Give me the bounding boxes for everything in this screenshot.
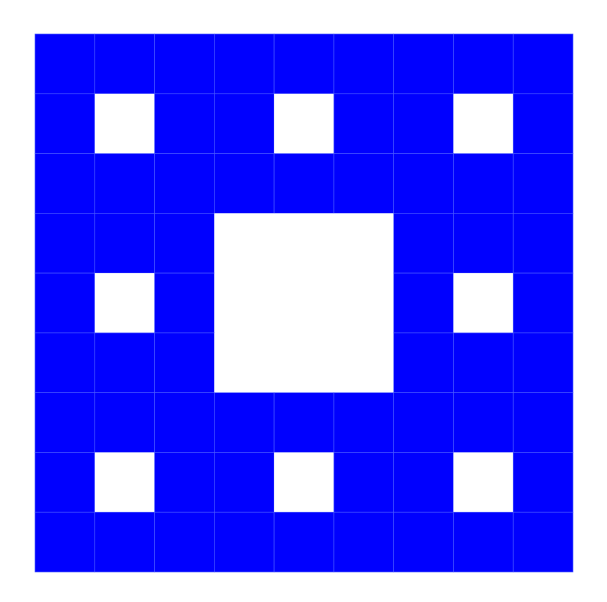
carpet-filled-cell (273, 153, 335, 214)
carpet-filled-cell (154, 332, 215, 393)
carpet-filled-cell (512, 452, 574, 513)
carpet-hole-cell (94, 93, 155, 154)
carpet-filled-cell (512, 153, 574, 214)
carpet-filled-cell (393, 33, 454, 95)
carpet-hole-cell (333, 213, 394, 274)
carpet-filled-cell (453, 332, 514, 393)
carpet-filled-cell (393, 93, 454, 154)
carpet-filled-cell (333, 392, 394, 453)
carpet-filled-cell (34, 272, 96, 334)
carpet-hole-cell (214, 213, 275, 274)
carpet-filled-cell (94, 153, 155, 214)
carpet-filled-cell (453, 33, 514, 95)
carpet-filled-cell (393, 213, 454, 274)
carpet-hole-cell (333, 273, 394, 333)
carpet-filled-cell (34, 392, 96, 453)
carpet-filled-cell (273, 511, 335, 573)
carpet-filled-cell (393, 272, 454, 334)
carpet-filled-cell (154, 452, 215, 513)
carpet-hole-cell (214, 332, 275, 393)
carpet-filled-cell (453, 392, 514, 453)
carpet-hole-cell (274, 213, 334, 274)
carpet-filled-cell (94, 392, 155, 453)
carpet-filled-cell (453, 213, 514, 274)
carpet-filled-cell (94, 213, 155, 274)
carpet-filled-cell (154, 392, 215, 453)
carpet-filled-cell (214, 452, 275, 513)
carpet-filled-cell (393, 452, 454, 513)
carpet-filled-cell (393, 332, 454, 393)
carpet-hole-cell (94, 452, 155, 513)
carpet-filled-cell (34, 33, 96, 95)
carpet-hole-cell (274, 93, 334, 154)
carpet-filled-cell (214, 33, 275, 95)
carpet-filled-cell (512, 213, 574, 274)
carpet-filled-cell (512, 272, 574, 334)
carpet-filled-cell (273, 33, 335, 95)
carpet-filled-cell (273, 392, 335, 453)
carpet-filled-cell (214, 153, 275, 214)
carpet-filled-cell (453, 511, 514, 573)
carpet-filled-cell (154, 153, 215, 214)
carpet-filled-cell (393, 392, 454, 453)
carpet-hole-cell (274, 273, 334, 333)
carpet-hole-cell (94, 273, 155, 333)
carpet-filled-cell (154, 93, 215, 154)
carpet-hole-cell (453, 452, 514, 513)
carpet-filled-cell (34, 93, 96, 154)
carpet-filled-cell (34, 213, 96, 274)
carpet-filled-cell (34, 332, 96, 393)
carpet-filled-cell (34, 511, 96, 573)
carpet-filled-cell (512, 93, 574, 154)
carpet-filled-cell (333, 153, 394, 214)
carpet-filled-cell (333, 93, 394, 154)
carpet-filled-cell (214, 511, 275, 573)
carpet-filled-cell (34, 153, 96, 214)
carpet-filled-cell (333, 33, 394, 95)
carpet-filled-cell (512, 392, 574, 453)
carpet-hole-cell (453, 93, 514, 154)
carpet-filled-cell (393, 153, 454, 214)
carpet-hole-cell (274, 332, 334, 393)
carpet-filled-cell (94, 511, 155, 573)
carpet-hole-cell (214, 273, 275, 333)
carpet-hole-cell (333, 332, 394, 393)
carpet-filled-cell (94, 332, 155, 393)
carpet-filled-cell (214, 392, 275, 453)
carpet-hole-cell (453, 273, 514, 333)
carpet-filled-cell (214, 93, 275, 154)
carpet-filled-cell (453, 153, 514, 214)
carpet-filled-cell (512, 33, 574, 95)
carpet-filled-cell (393, 511, 454, 573)
carpet-filled-cell (154, 272, 215, 334)
carpet-filled-cell (34, 452, 96, 513)
carpet-filled-cell (154, 33, 215, 95)
carpet-filled-cell (512, 511, 574, 573)
carpet-filled-cell (154, 511, 215, 573)
carpet-cells (34, 33, 574, 573)
carpet-filled-cell (154, 213, 215, 274)
carpet-filled-cell (333, 511, 394, 573)
carpet-hole-cell (274, 452, 334, 513)
carpet-filled-cell (94, 33, 155, 95)
carpet-filled-cell (512, 332, 574, 393)
carpet-filled-cell (333, 452, 394, 513)
